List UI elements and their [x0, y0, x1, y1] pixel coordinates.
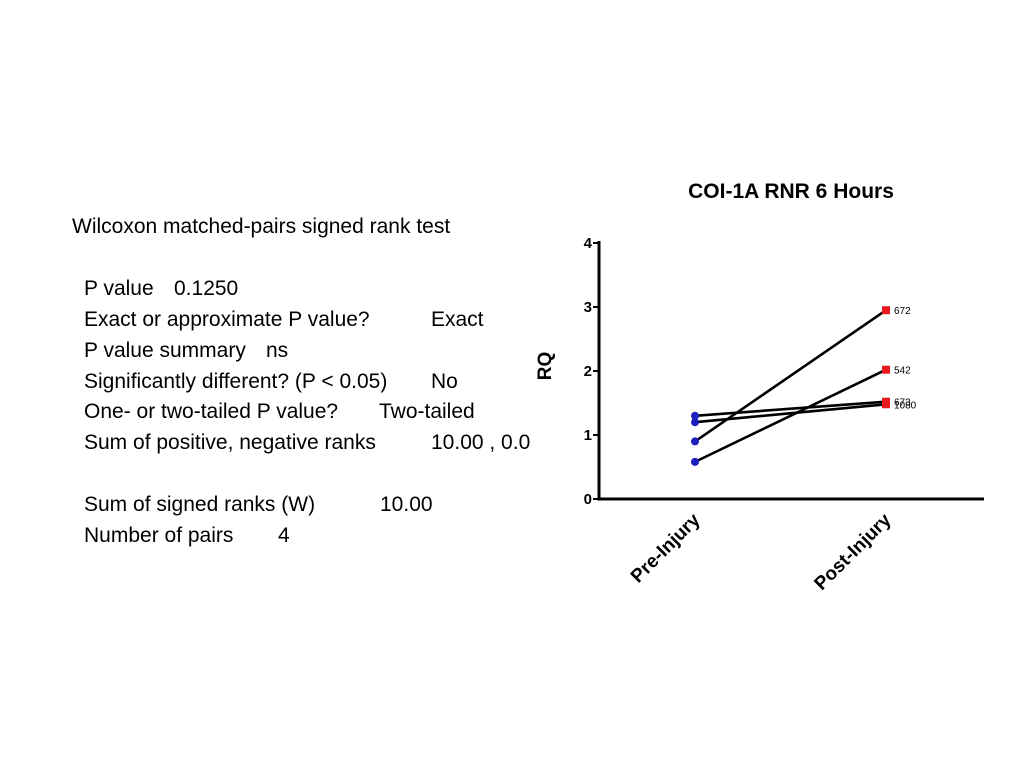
- series-line: [694, 400, 887, 418]
- y-tick-label: 3: [584, 299, 592, 316]
- y-tick-label: 2: [584, 363, 592, 380]
- point-label: 672: [894, 306, 911, 317]
- stats-row-exact-approx: Exact or approximate P value? Exact: [84, 305, 484, 335]
- pre-injury-point: [691, 457, 699, 466]
- stats-value: No: [431, 370, 458, 393]
- stats-label: Significantly different? (P < 0.05): [84, 370, 388, 393]
- y-tick-label: 1: [584, 427, 592, 444]
- rq-chart: COI-1A RNR 6 Hours RQ 0 1 2 3 4 Pre-Injury Po…: [535, 180, 984, 595]
- y-tick-label: 4: [584, 235, 593, 252]
- pre-injury-point: [691, 437, 699, 446]
- series-line: [694, 368, 887, 464]
- stats-row-p-value: P value 0.1250: [84, 274, 238, 304]
- stats-label: P value: [84, 277, 154, 300]
- stats-value: 4: [278, 524, 290, 547]
- y-tick-label: 0: [584, 491, 592, 508]
- post-injury-point: [882, 400, 890, 409]
- x-tick-label: Post-Injury: [811, 509, 896, 594]
- stats-label: Sum of signed ranks (W): [84, 493, 316, 516]
- stats-row-sum-ranks: Sum of positive, negative ranks 10.00 , …: [84, 428, 530, 458]
- stats-row-significant: Significantly different? (P < 0.05) No: [84, 367, 458, 397]
- stats-label: Exact or approximate P value?: [84, 308, 370, 331]
- post-injury-point: [882, 365, 890, 374]
- chart-container: COI-1A RNR 6 Hours RQ 0 1 2 3 4 Pre-Injury Po…: [520, 160, 1000, 620]
- stats-value: 10.00: [380, 493, 433, 516]
- stats-value: ns: [266, 339, 289, 362]
- chart-title: COI-1A RNR 6 Hours: [688, 180, 894, 203]
- chart-axes: 0 1 2 3 4: [584, 235, 984, 508]
- stats-row-signed-ranks: Sum of signed ranks (W) 10.00: [84, 490, 433, 520]
- stats-row-pairs: Number of pairs 4: [84, 521, 290, 551]
- stats-value: 10.00 , 0.0: [431, 431, 531, 454]
- stats-row-tails: One- or two-tailed P value? Two-tailed: [84, 397, 475, 427]
- stats-label: P value summary: [84, 339, 246, 362]
- series-line: [694, 402, 887, 424]
- stats-label: One- or two-tailed P value?: [84, 400, 339, 423]
- y-axis-label: RQ: [535, 352, 556, 381]
- series-line: [694, 309, 887, 443]
- stats-value: Two-tailed: [379, 400, 475, 423]
- stats-row-p-summary: P value summary ns: [84, 336, 288, 366]
- point-label: 1080: [894, 400, 917, 411]
- x-tick-label: Pre-Injury: [627, 509, 705, 587]
- point-label: 673: [894, 398, 911, 409]
- pre-injury-point: [691, 411, 699, 420]
- stats-value: 0.1250: [174, 277, 239, 300]
- point-label: 542: [894, 366, 911, 377]
- post-injury-point: [882, 306, 890, 315]
- stats-label: Number of pairs: [84, 524, 234, 547]
- stats-value: Exact: [431, 308, 484, 331]
- pre-injury-point: [691, 418, 699, 427]
- stats-label: Sum of positive, negative ranks: [84, 431, 376, 454]
- stats-heading: Wilcoxon matched-pairs signed rank test: [72, 215, 451, 238]
